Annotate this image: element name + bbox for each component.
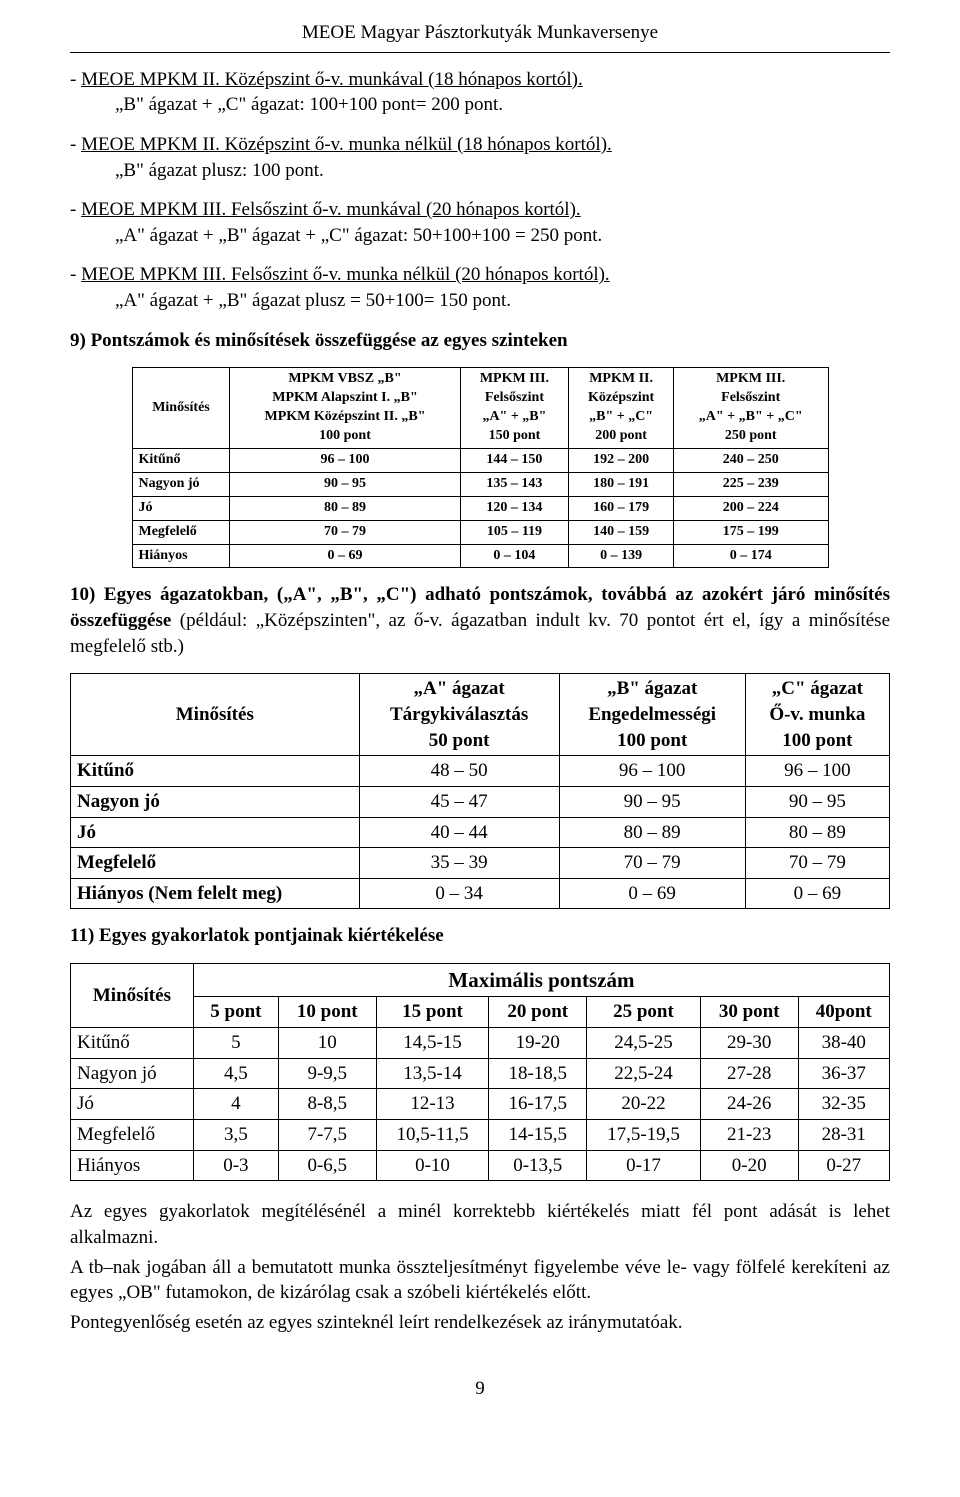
page-header: MEOE Magyar Pásztorkutyák Munkaversenye <box>70 20 890 46</box>
entry-1-detail: „B" ágazat + „C" ágazat: 100+100 pont= 2… <box>115 94 503 115</box>
t2-h3: „C" ágazat Ő-v. munka 100 pont <box>745 674 889 756</box>
table-row: Nagyon jó45 – 4790 – 9590 – 95 <box>71 786 890 817</box>
table-row: Megfelelő70 – 79105 – 119140 – 159175 – … <box>132 520 828 544</box>
table-row: Jó80 – 89120 – 134160 – 179200 – 224 <box>132 496 828 520</box>
entry-2-detail: „B" ágazat plusz: 100 pont. <box>115 160 324 181</box>
section-10-rest: (például: „Középszinten", az ő-v. ágazat… <box>70 610 890 657</box>
t1-h2: MPKM III. Felsőszint „A" + „B" 150 pont <box>460 368 569 449</box>
table-3: Minősítés Maximális pontszám 5 pont 10 p… <box>70 963 890 1181</box>
section-11-heading: 11) Egyes gyakorlatok pontjainak kiérték… <box>70 923 890 949</box>
table-row: Hiányos0 – 690 – 1040 – 1390 – 174 <box>132 544 828 568</box>
footer-para-3: Pontegyenlőség esetén az egyes szintekné… <box>70 1310 890 1336</box>
entry-2-title: MEOE MPKM II. Középszint ő-v. munka nélk… <box>81 134 612 155</box>
table-row: Kitűnő96 – 100144 – 150192 – 200240 – 25… <box>132 448 828 472</box>
dash: - <box>70 134 81 155</box>
table-row: Hiányos (Nem felelt meg)0 – 340 – 690 – … <box>71 878 890 909</box>
t3-col: 5 pont <box>193 997 278 1028</box>
t2-h0: Minősítés <box>71 674 360 756</box>
page-number: 9 <box>70 1376 890 1402</box>
section-10-heading: 10) Egyes ágazatokban, („A", „B", „C") a… <box>70 582 890 659</box>
page: MEOE Magyar Pásztorkutyák Munkaversenye … <box>0 0 960 1497</box>
t1-h1: MPKM VBSZ „B" MPKM Alapszint I. „B" MPKM… <box>230 368 460 449</box>
t3-col: 30 pont <box>700 997 798 1028</box>
table-row: Megfelelő35 – 3970 – 7970 – 79 <box>71 848 890 879</box>
table-row: Kitűnő48 – 5096 – 10096 – 100 <box>71 756 890 787</box>
dash: - <box>70 199 81 220</box>
t3-col: 15 pont <box>376 997 489 1028</box>
t2-h1: „A" ágazat Tárgykiválasztás 50 pont <box>359 674 559 756</box>
entry-3-title: MEOE MPKM III. Felsőszint ő-v. munkával … <box>81 199 581 220</box>
t3-max: Maximális pontszám <box>193 964 889 997</box>
entry-4: - MEOE MPKM III. Felsőszint ő-v. munka n… <box>70 262 890 313</box>
entry-3-detail: „A" ágazat + „B" ágazat + „C" ágazat: 50… <box>115 225 602 246</box>
entry-4-title: MEOE MPKM III. Felsőszint ő-v. munka nél… <box>81 264 610 285</box>
entry-1-title: MEOE MPKM II. Középszint ő-v. munkával (… <box>81 69 583 90</box>
dash: - <box>70 264 81 285</box>
table-row: Nagyon jó4,59-9,513,5-1418-18,522,5-2427… <box>71 1058 890 1089</box>
t3-col: 40pont <box>798 997 889 1028</box>
header-rule <box>70 52 890 53</box>
t3-col: 20 pont <box>489 997 587 1028</box>
t3-col: 10 pont <box>278 997 376 1028</box>
footer-para-2: A tb–nak jogában áll a bemutatott munka … <box>70 1255 890 1306</box>
t1-body: Kitűnő96 – 100144 – 150192 – 200240 – 25… <box>132 448 828 567</box>
t3-col: 25 pont <box>587 997 701 1028</box>
footer-para-1: Az egyes gyakorlatok megítélésénél a min… <box>70 1199 890 1250</box>
entry-4-detail: „A" ágazat + „B" ágazat plusz = 50+100= … <box>115 290 511 311</box>
dash: - <box>70 69 81 90</box>
entry-1: - MEOE MPKM II. Középszint ő-v. munkával… <box>70 67 890 118</box>
table-row: Jó48-8,512-1316-17,520-2224-2632-35 <box>71 1089 890 1120</box>
t2-h2: „B" ágazat Engedelmességi 100 pont <box>559 674 745 756</box>
t1-h0: Minősítés <box>132 368 230 449</box>
table-row: Kitűnő51014,5-1519-2024,5-2529-3038-40 <box>71 1028 890 1059</box>
t3-h0: Minősítés <box>71 964 194 1028</box>
table-1: Minősítés MPKM VBSZ „B" MPKM Alapszint I… <box>132 367 829 568</box>
table-2: Minősítés „A" ágazat Tárgykiválasztás 50… <box>70 673 890 909</box>
table-row: Nagyon jó90 – 95135 – 143180 – 191225 – … <box>132 472 828 496</box>
table-row: Jó40 – 4480 – 8980 – 89 <box>71 817 890 848</box>
entry-2: - MEOE MPKM II. Középszint ő-v. munka né… <box>70 132 890 183</box>
t1-h3: MPKM II. Középszint „B" + „C" 200 pont <box>569 368 674 449</box>
section-9-heading: 9) Pontszámok és minősítések összefüggés… <box>70 328 890 354</box>
table-row: Hiányos0-30-6,50-100-13,50-170-200-27 <box>71 1150 890 1181</box>
table-row: Megfelelő3,57-7,510,5-11,514-15,517,5-19… <box>71 1120 890 1151</box>
entry-3: - MEOE MPKM III. Felsőszint ő-v. munkáva… <box>70 197 890 248</box>
t1-h4: MPKM III. Felsőszint „A" + „B" + „C" 250… <box>673 368 828 449</box>
